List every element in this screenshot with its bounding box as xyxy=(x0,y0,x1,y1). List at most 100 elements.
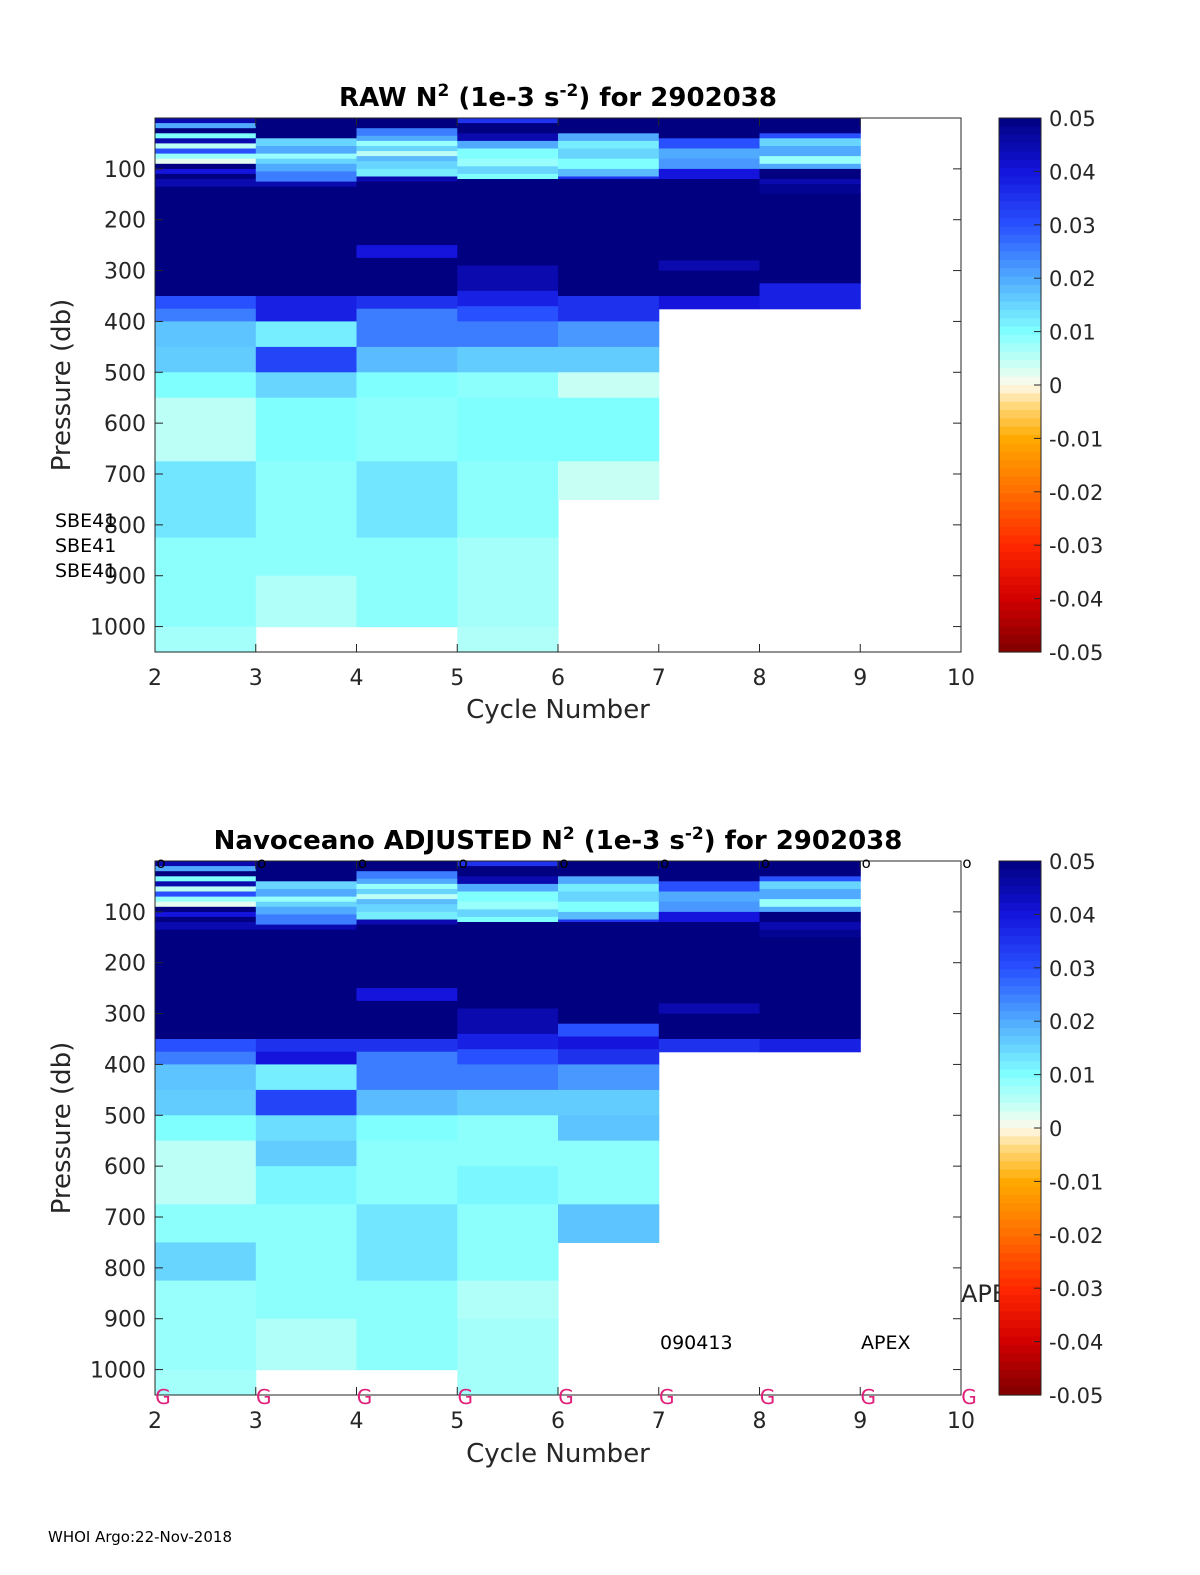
colorbar-swatch xyxy=(999,560,1041,570)
heatmap-cell xyxy=(255,881,358,890)
y-tick-label: 700 xyxy=(104,1206,146,1231)
title-post: ) for 2902038 xyxy=(578,83,777,113)
heatmap-cell xyxy=(457,123,559,134)
colorbar-tick-label: -0.04 xyxy=(1049,1331,1103,1355)
heatmap-cell xyxy=(255,924,358,931)
colorbar-swatch xyxy=(999,1269,1041,1279)
colorbar-tick-label: 0.01 xyxy=(1049,1064,1096,1088)
colorbar-swatch xyxy=(999,1353,1041,1363)
x-tick-label: 8 xyxy=(753,1409,767,1434)
colorbar-swatch xyxy=(999,318,1041,328)
colorbar-swatch xyxy=(999,326,1041,336)
colorbar-swatch xyxy=(999,618,1041,628)
heatmap-cell xyxy=(558,876,660,885)
colorbar-swatch xyxy=(999,209,1041,219)
y-tick-label: 100 xyxy=(104,901,146,926)
colorbar-swatch xyxy=(999,1102,1041,1112)
bottom-g-marker: G xyxy=(256,1385,272,1409)
adjusted-heatmap-cells xyxy=(155,861,861,1396)
colorbar-swatch xyxy=(999,1036,1041,1046)
heatmap-cell xyxy=(155,911,257,918)
heatmap-cell xyxy=(558,1204,660,1243)
heatmap-cell xyxy=(759,184,861,195)
heatmap-cell xyxy=(356,146,458,152)
heatmap-cell xyxy=(558,372,660,399)
colorbar-swatch xyxy=(999,543,1041,553)
colorbar-swatch xyxy=(999,1378,1041,1388)
colorbar-swatch xyxy=(999,1094,1041,1104)
colorbar-swatch xyxy=(999,468,1041,478)
heatmap-cell xyxy=(658,296,761,310)
colorbar-tick-label: 0.04 xyxy=(1049,160,1096,184)
heatmap-cell xyxy=(759,1039,861,1053)
x-tick-label: 3 xyxy=(249,1409,263,1434)
colorbar-swatch xyxy=(999,1203,1041,1213)
colorbar-tick-label: -0.01 xyxy=(1049,427,1103,451)
y-tick-label: 900 xyxy=(104,1308,146,1333)
colorbar-tick-label: 0.03 xyxy=(1049,214,1096,238)
colorbar-swatch xyxy=(999,869,1041,879)
colorbar-swatch xyxy=(999,1328,1041,1338)
colorbar-swatch xyxy=(999,284,1041,294)
colorbar-swatch xyxy=(999,927,1041,937)
heatmap-cell xyxy=(558,1115,660,1142)
y-tick-label: 200 xyxy=(104,952,146,977)
heatmap-cell xyxy=(457,179,559,267)
heatmap-cell xyxy=(155,896,257,903)
colorbar-swatch xyxy=(999,977,1041,987)
colorbar-tick-label: -0.04 xyxy=(1049,588,1103,612)
colorbar-swatch xyxy=(999,226,1041,236)
colorbar-swatch xyxy=(999,184,1041,194)
colorbar-swatch xyxy=(999,435,1041,444)
top-marker: o xyxy=(257,854,266,872)
colorbar-tick-label: -0.01 xyxy=(1049,1170,1103,1194)
colorbar-swatch xyxy=(999,1319,1041,1329)
adjusted-x-axis-label: Cycle Number xyxy=(466,1439,650,1469)
colorbar-swatch xyxy=(999,276,1041,286)
colorbar-swatch xyxy=(999,911,1041,920)
heatmap-cell xyxy=(255,901,358,908)
colorbar-swatch xyxy=(999,610,1041,620)
colorbar-swatch xyxy=(999,126,1041,136)
colorbar-swatch xyxy=(999,1111,1041,1121)
heatmap-cell xyxy=(155,123,257,129)
heatmap-cell xyxy=(558,461,660,500)
colorbar-swatch xyxy=(999,376,1041,386)
colorbar-tick-label: 0 xyxy=(1049,374,1062,398)
heatmap-cell xyxy=(255,181,358,188)
heatmap-cell xyxy=(356,245,458,259)
heatmap-cell xyxy=(759,937,861,1040)
heatmap-cell xyxy=(558,140,660,150)
adjusted-n2-panel: Navoceano ADJUSTED N2 (1e-3 s-2) for 290… xyxy=(47,824,1007,1469)
heatmap-cell xyxy=(558,397,660,462)
colorbar-swatch xyxy=(999,1236,1041,1246)
heatmap-cell xyxy=(658,1013,761,1040)
x-tick-label: 7 xyxy=(652,1409,666,1434)
heatmap-cell xyxy=(255,372,358,399)
heatmap-cell xyxy=(356,1204,458,1282)
heatmap-cell xyxy=(356,1000,458,1040)
heatmap-cell xyxy=(155,929,257,1040)
top-marker: o xyxy=(862,854,871,872)
heatmap-cell xyxy=(558,168,660,178)
heatmap-cell xyxy=(155,133,257,139)
heatmap-cell xyxy=(759,138,861,147)
colorbar-swatch xyxy=(999,1336,1041,1346)
heatmap-cell xyxy=(558,861,660,877)
heatmap-cell xyxy=(255,1204,358,1320)
title-unit-sup: -2 xyxy=(685,824,704,844)
heatmap-cell xyxy=(759,899,861,908)
heatmap-cell xyxy=(457,861,559,867)
colorbar-tick-label: -0.02 xyxy=(1049,1224,1103,1248)
heatmap-cell xyxy=(759,889,861,900)
x-tick-label: 10 xyxy=(947,1409,975,1434)
bottom-g-marker: G xyxy=(558,1385,574,1409)
colorbar-swatch xyxy=(999,410,1041,419)
heatmap-cell xyxy=(658,158,761,170)
colorbar-swatch xyxy=(999,451,1041,461)
sensor-label-2: SBE41 xyxy=(55,535,116,557)
raw-n2-panel: RAW N2 (1e-3 s-2) for 2902038 2 3 4 5 6 7 8 9 10… xyxy=(47,81,975,725)
colorbar-swatch xyxy=(999,293,1041,303)
heatmap-cell xyxy=(255,346,358,373)
